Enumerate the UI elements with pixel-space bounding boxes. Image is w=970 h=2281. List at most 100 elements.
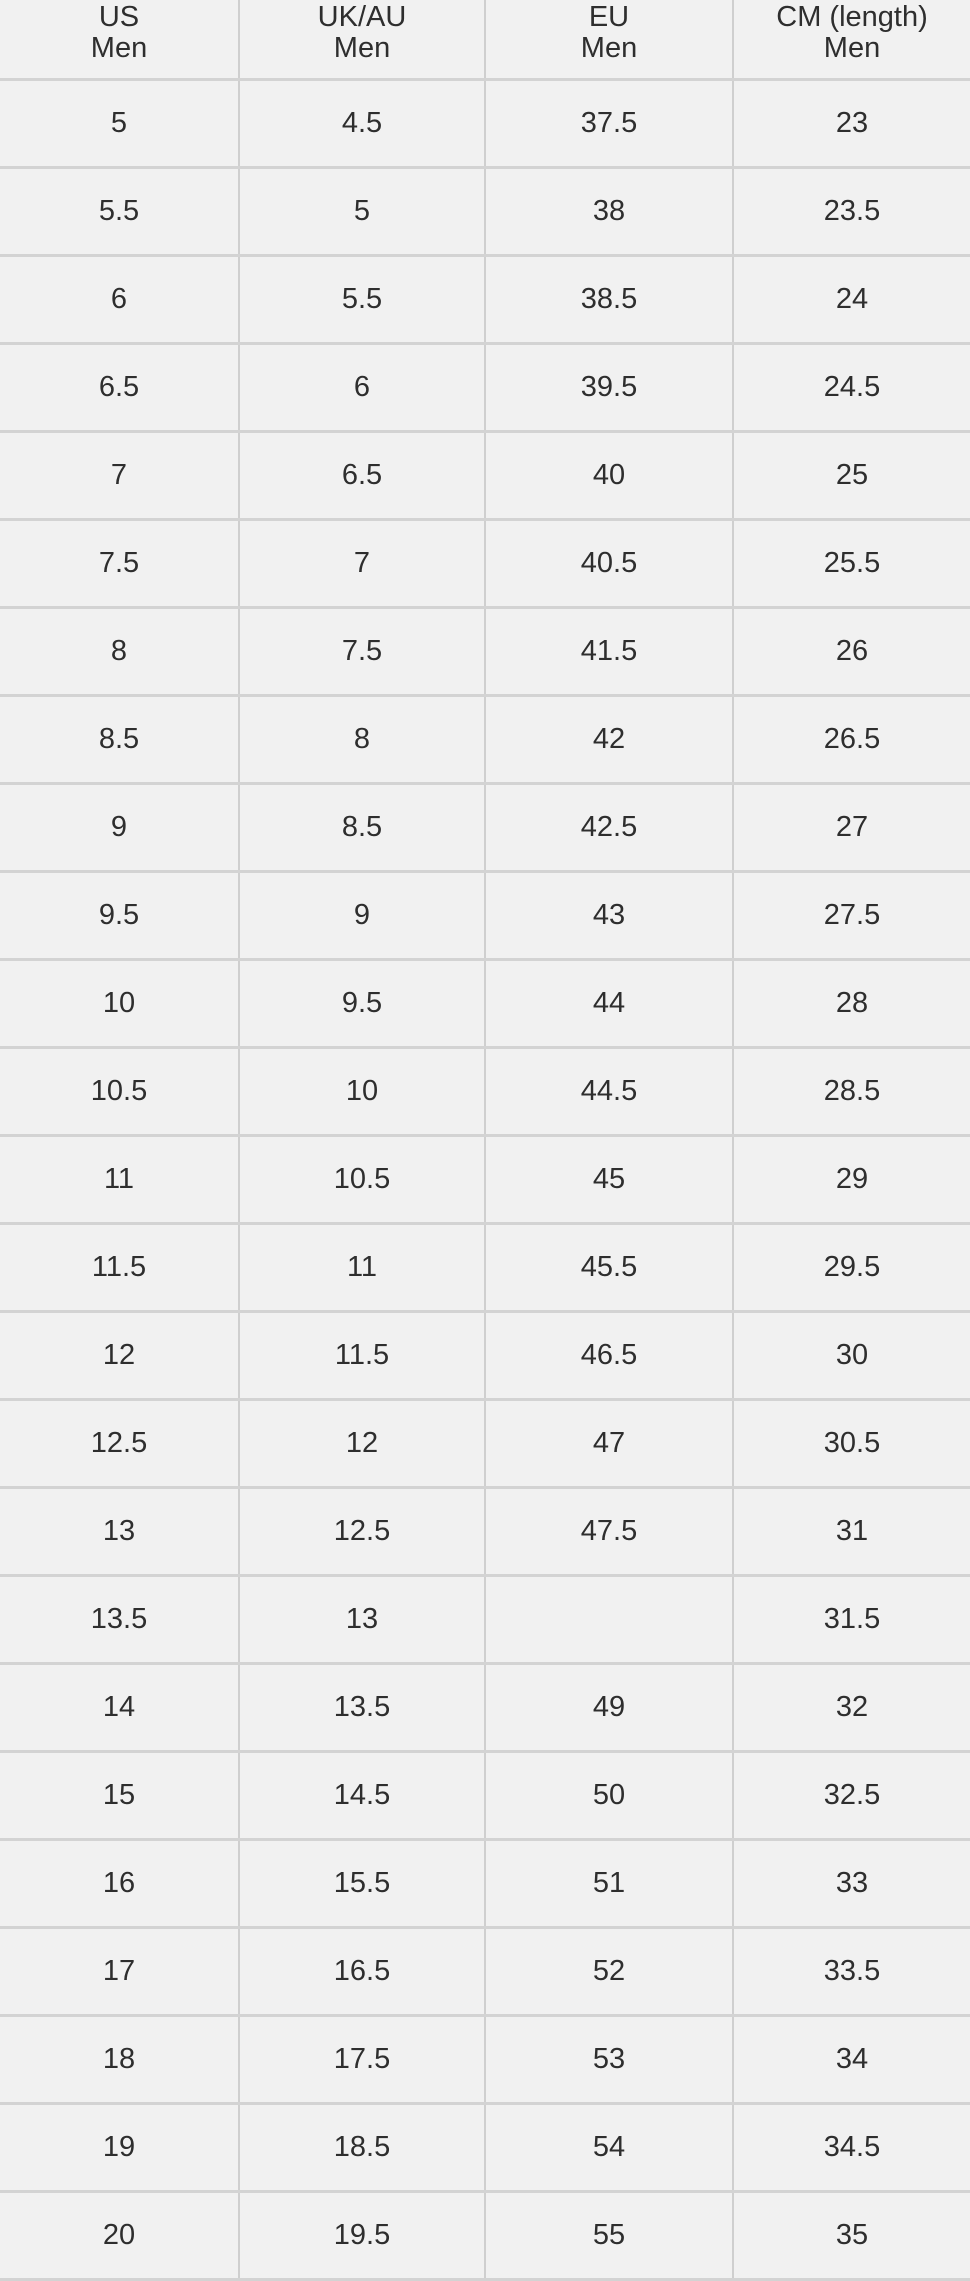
table-row: 11 10.5 45 29 <box>0 1135 970 1225</box>
cell-us: 9.5 <box>0 871 239 961</box>
cell-uk-au: 11 <box>238 1223 485 1313</box>
column-header-uk-au: UK/AU Men <box>238 0 485 81</box>
cell-uk-au: 5 <box>238 167 485 257</box>
table-row: 13.5 13 31.5 <box>0 1575 970 1665</box>
cell-eu: 51 <box>484 1839 733 1929</box>
cell-us: 10.5 <box>0 1047 239 1137</box>
cell-us: 17 <box>0 1927 239 2017</box>
cell-cm: 29.5 <box>732 1223 970 1313</box>
cell-us: 13 <box>0 1487 239 1577</box>
cell-eu: 47.5 <box>484 1487 733 1577</box>
cell-eu: 47 <box>484 1399 733 1489</box>
table-row: 8 7.5 41.5 26 <box>0 607 970 697</box>
cell-us: 18 <box>0 2015 239 2105</box>
cell-uk-au: 12 <box>238 1399 485 1489</box>
cell-uk-au: 9.5 <box>238 959 485 1049</box>
cell-cm: 26.5 <box>732 695 970 785</box>
cell-uk-au: 13 <box>238 1575 485 1665</box>
table-row: 12.5 12 47 30.5 <box>0 1399 970 1489</box>
table-row: 9.5 9 43 27.5 <box>0 871 970 961</box>
cell-eu: 49 <box>484 1663 733 1753</box>
cell-cm: 28.5 <box>732 1047 970 1137</box>
header-line2: Men <box>823 31 881 64</box>
cell-uk-au: 9 <box>238 871 485 961</box>
cell-cm: 29 <box>732 1135 970 1225</box>
cell-cm: 34.5 <box>732 2103 970 2193</box>
table-row: 17 16.5 52 33.5 <box>0 1927 970 2017</box>
cell-us: 6 <box>0 255 239 345</box>
header-line2: Men <box>580 31 638 64</box>
column-header-eu: EU Men <box>484 0 733 81</box>
cell-uk-au: 4.5 <box>238 79 485 169</box>
table-row: 7 6.5 40 25 <box>0 431 970 521</box>
table-row: 16 15.5 51 33 <box>0 1839 970 1929</box>
cell-eu: 41.5 <box>484 607 733 697</box>
table-row: 10 9.5 44 28 <box>0 959 970 1049</box>
cell-eu: 42 <box>484 695 733 785</box>
header-line1: UK/AU <box>317 0 407 33</box>
header-line2: Men <box>90 31 148 64</box>
cell-uk-au: 8.5 <box>238 783 485 873</box>
cell-cm: 26 <box>732 607 970 697</box>
cell-eu: 38 <box>484 167 733 257</box>
cell-eu: 45.5 <box>484 1223 733 1313</box>
cell-eu: 45 <box>484 1135 733 1225</box>
cell-cm: 23.5 <box>732 167 970 257</box>
cell-uk-au: 12.5 <box>238 1487 485 1577</box>
cell-us: 20 <box>0 2191 239 2281</box>
cell-eu: 53 <box>484 2015 733 2105</box>
cell-uk-au: 10 <box>238 1047 485 1137</box>
cell-us: 10 <box>0 959 239 1049</box>
cell-eu: 37.5 <box>484 79 733 169</box>
cell-uk-au: 8 <box>238 695 485 785</box>
table-row: 18 17.5 53 34 <box>0 2015 970 2105</box>
cell-cm: 31.5 <box>732 1575 970 1665</box>
cell-uk-au: 14.5 <box>238 1751 485 1841</box>
cell-cm: 27.5 <box>732 871 970 961</box>
table-row: 8.5 8 42 26.5 <box>0 695 970 785</box>
cell-uk-au: 17.5 <box>238 2015 485 2105</box>
cell-us: 11 <box>0 1135 239 1225</box>
cell-cm: 33.5 <box>732 1927 970 2017</box>
cell-eu <box>484 1575 733 1665</box>
cell-cm: 24.5 <box>732 343 970 433</box>
cell-us: 7 <box>0 431 239 521</box>
table-row: 9 8.5 42.5 27 <box>0 783 970 873</box>
cell-uk-au: 13.5 <box>238 1663 485 1753</box>
header-row: US Men UK/AU Men EU Men CM (length) Men <box>0 0 970 81</box>
cell-us: 5 <box>0 79 239 169</box>
cell-cm: 23 <box>732 79 970 169</box>
cell-cm: 30.5 <box>732 1399 970 1489</box>
column-header-cm: CM (length) Men <box>732 0 970 81</box>
cell-cm: 34 <box>732 2015 970 2105</box>
cell-cm: 25.5 <box>732 519 970 609</box>
table-row: 7.5 7 40.5 25.5 <box>0 519 970 609</box>
cell-us: 16 <box>0 1839 239 1929</box>
cell-uk-au: 15.5 <box>238 1839 485 1929</box>
header-line1: US <box>98 0 140 33</box>
cell-uk-au: 6 <box>238 343 485 433</box>
cell-us: 19 <box>0 2103 239 2193</box>
cell-us: 14 <box>0 1663 239 1753</box>
table-row: 5.5 5 38 23.5 <box>0 167 970 257</box>
cell-eu: 43 <box>484 871 733 961</box>
table-row: 5 4.5 37.5 23 <box>0 79 970 169</box>
cell-uk-au: 5.5 <box>238 255 485 345</box>
cell-us: 9 <box>0 783 239 873</box>
table-row: 11.5 11 45.5 29.5 <box>0 1223 970 1313</box>
cell-cm: 35 <box>732 2191 970 2281</box>
cell-us: 12 <box>0 1311 239 1401</box>
cell-cm: 30 <box>732 1311 970 1401</box>
cell-eu: 46.5 <box>484 1311 733 1401</box>
column-header-us: US Men <box>0 0 239 81</box>
cell-eu: 40.5 <box>484 519 733 609</box>
cell-us: 8.5 <box>0 695 239 785</box>
cell-us: 13.5 <box>0 1575 239 1665</box>
cell-uk-au: 7.5 <box>238 607 485 697</box>
table-row: 12 11.5 46.5 30 <box>0 1311 970 1401</box>
table-row: 19 18.5 54 34.5 <box>0 2103 970 2193</box>
cell-uk-au: 7 <box>238 519 485 609</box>
table-row: 10.5 10 44.5 28.5 <box>0 1047 970 1137</box>
cell-us: 6.5 <box>0 343 239 433</box>
